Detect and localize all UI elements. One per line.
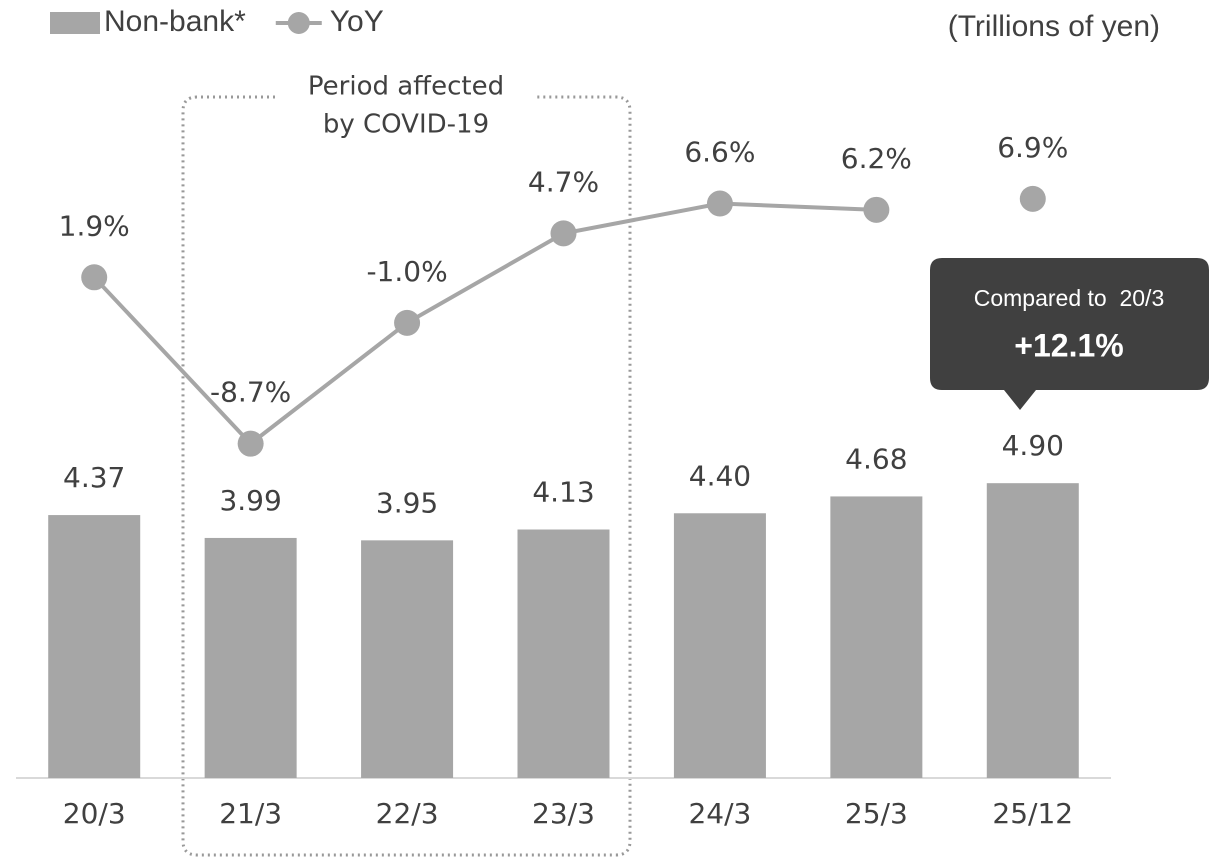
covid-note: by COVID-19 [323, 110, 489, 140]
covid-note: Period affected [308, 72, 504, 102]
x-tick-label: 24/3 [688, 797, 751, 830]
x-tick-label: 20/3 [63, 797, 126, 830]
bar-value-label: 3.99 [219, 484, 281, 517]
yoy-point [863, 196, 890, 223]
bar [673, 513, 766, 778]
x-tick-label: 25/3 [845, 797, 908, 830]
yoy-value-label: 6.9% [997, 131, 1068, 164]
callout-box [930, 258, 1209, 410]
covid-box [181, 95, 632, 857]
bar [204, 537, 297, 778]
x-tick-label: 23/3 [532, 797, 595, 830]
bar-value-label: 4.37 [63, 461, 125, 494]
yoy-value-label: -8.7% [210, 376, 291, 409]
bar [517, 529, 610, 778]
bar-value-label: 4.68 [845, 442, 907, 475]
unit-label: (Trillions of yen) [948, 10, 1160, 43]
yoy-value-label: 6.2% [841, 142, 912, 175]
yoy-point [394, 309, 421, 336]
bar-value-label: 4.13 [532, 476, 594, 509]
yoy-value-label: 1.9% [59, 209, 130, 242]
legend-swatch [50, 12, 100, 34]
yoy-point [1019, 185, 1046, 212]
callout-label: Compared to 20/3 [974, 285, 1165, 311]
bar-value-label: 4.40 [689, 459, 751, 492]
callout-value: +12.1% [1014, 327, 1123, 363]
legend-label: YoY [330, 5, 384, 38]
yoy-point [237, 430, 264, 457]
bar-value-label: 3.95 [376, 486, 438, 519]
yoy-value-label: -1.0% [366, 255, 447, 288]
yoy-point [550, 220, 577, 247]
bar-value-label: 4.90 [1002, 429, 1064, 462]
bar [986, 483, 1079, 778]
x-tick-label: 25/12 [992, 797, 1073, 830]
yoy-value-label: 6.6% [684, 136, 755, 169]
yoy-line [92, 201, 877, 447]
x-tick-label: 21/3 [219, 797, 282, 830]
yoy-point [706, 190, 733, 217]
bar [361, 540, 454, 778]
legend-label: Non-bank* [104, 5, 246, 38]
yoy-value-label: 4.7% [528, 165, 599, 198]
bar [830, 496, 923, 778]
bar [48, 515, 141, 778]
x-tick-label: 22/3 [376, 797, 439, 830]
legend-swatch [287, 12, 310, 34]
yoy-point [81, 264, 108, 291]
